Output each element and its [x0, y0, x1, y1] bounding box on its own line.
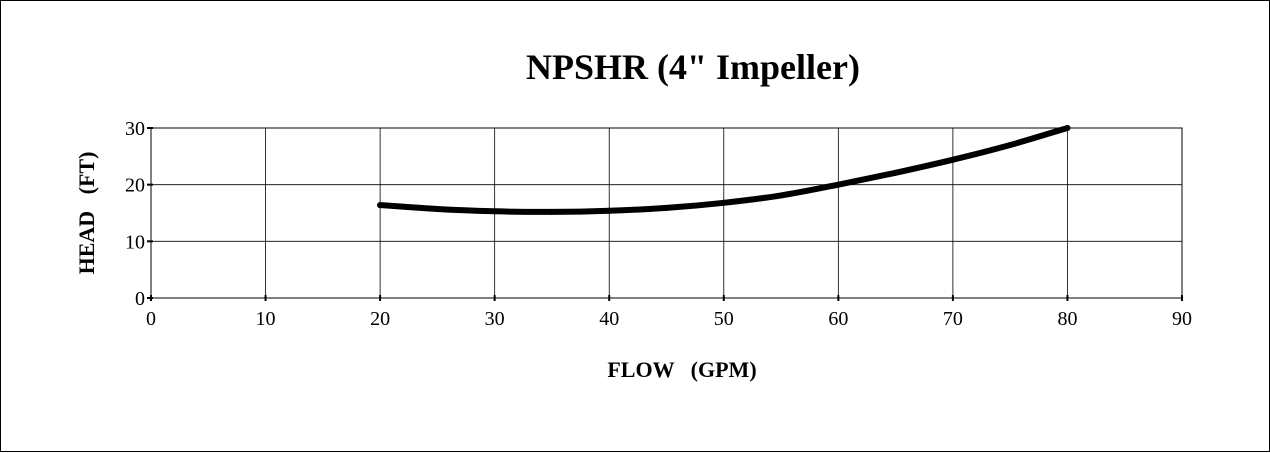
- data-point: [663, 204, 670, 211]
- y-axis-title: HEAD (FT): [74, 152, 99, 275]
- x-tick-label: 40: [599, 308, 619, 330]
- axis-ticks: 0 10 20 30 40 50 60 70 80 90 0 10 20 30: [125, 118, 1192, 330]
- x-tick-label: 10: [256, 308, 276, 330]
- x-tick-label: 80: [1057, 308, 1077, 330]
- x-axis-title: FLOW (GPM): [607, 357, 756, 382]
- data-point: [548, 208, 555, 215]
- chart-title: NPSHR (4" Impeller): [526, 47, 860, 87]
- x-tick-label: 30: [485, 308, 505, 330]
- data-point: [835, 181, 842, 188]
- series: [377, 125, 1071, 215]
- x-tick-label: 70: [943, 308, 963, 330]
- data-point: [434, 206, 441, 213]
- data-point: [491, 208, 498, 215]
- data-point: [1064, 125, 1071, 131]
- y-tick-label: 0: [135, 288, 145, 310]
- data-point: [720, 199, 727, 206]
- plot-area: [150, 127, 1183, 299]
- x-tick-label: 20: [370, 308, 390, 330]
- data-point: [892, 169, 899, 176]
- data-point: [1007, 142, 1014, 148]
- x-tick-label: 50: [714, 308, 734, 330]
- y-tick-label: 10: [125, 231, 145, 253]
- x-tick-label: 0: [146, 308, 156, 330]
- data-point: [606, 207, 613, 214]
- y-tick-label: 20: [125, 175, 145, 197]
- y-tick-label: 30: [125, 118, 145, 140]
- x-tick-label: 60: [828, 308, 848, 330]
- data-point: [377, 202, 384, 209]
- grid: [151, 128, 1182, 298]
- data-point: [778, 192, 785, 199]
- x-tick-label: 90: [1172, 308, 1192, 330]
- data-point: [949, 156, 956, 163]
